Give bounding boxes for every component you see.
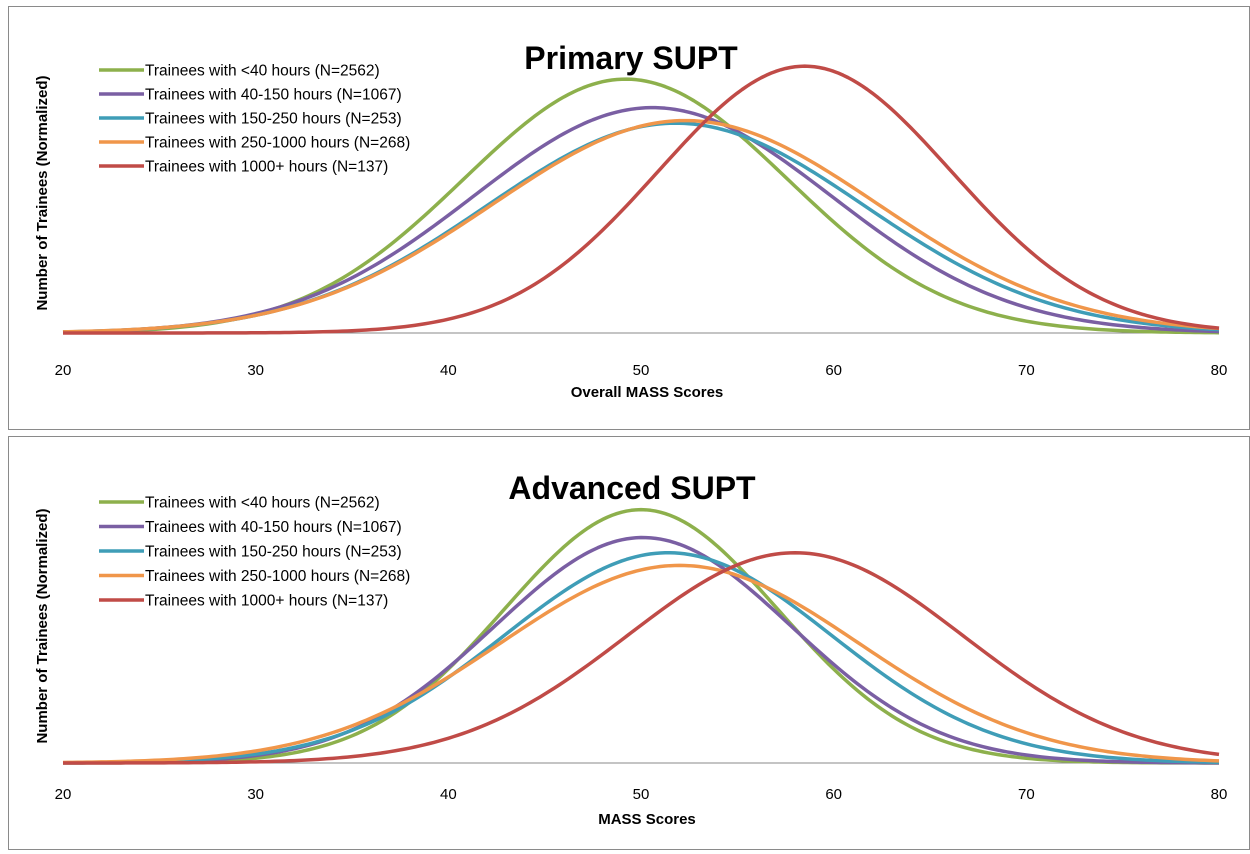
- x-tick-label: 20: [55, 786, 72, 803]
- legend-label-0: Trainees with <40 hours (N=2562): [145, 63, 380, 80]
- legend-label-2: Trainees with 150-250 hours (N=253): [145, 544, 402, 561]
- series-line-2: [62, 121, 1220, 334]
- legend-label-3: Trainees with 250-1000 hours (N=268): [145, 135, 410, 152]
- x-tick-label: 80: [1211, 362, 1228, 379]
- x-tick-label: 40: [440, 362, 457, 379]
- x-tick-label: 40: [440, 786, 457, 803]
- series-line-0: [62, 507, 1220, 765]
- chart-primary-svg: 20 30 40 50 60 70 80 Primary SUPT Trainees with …: [34, 40, 1228, 401]
- x-tick-label: 70: [1018, 786, 1035, 803]
- chart-panel-advanced: 20 30 40 50 60 70 80 Advanced SUPT Trainees with…: [8, 436, 1250, 850]
- y-axis-label: Number of Trainees (Normalized): [34, 508, 51, 743]
- series-line-2: [62, 551, 1220, 765]
- chart-panel-primary: 20 30 40 50 60 70 80 Primary SUPT Trainees with …: [8, 6, 1250, 430]
- x-tick-label: 50: [633, 362, 650, 379]
- series-line-4: [63, 64, 1220, 335]
- x-axis-label: Overall MASS Scores: [571, 384, 724, 401]
- chart-advanced-svg: 20 30 40 50 60 70 80 Advanced SUPT Trainees with…: [34, 470, 1228, 828]
- legend-label-0: Trainees with <40 hours (N=2562): [145, 495, 380, 512]
- legend-label-4: Trainees with 1000+ hours (N=137): [145, 159, 388, 176]
- x-tick-label: 20: [55, 362, 72, 379]
- legend-label-1: Trainees with 40-150 hours (N=1067): [145, 519, 402, 536]
- x-tick-label: 80: [1211, 786, 1228, 803]
- legend-label-4: Trainees with 1000+ hours (N=137): [145, 593, 388, 610]
- legend-label-3: Trainees with 250-1000 hours (N=268): [145, 568, 410, 585]
- chart-title: Advanced SUPT: [508, 470, 756, 506]
- legend-label-2: Trainees with 150-250 hours (N=253): [145, 111, 402, 128]
- x-tick-label: 30: [247, 362, 264, 379]
- x-tick-label: 60: [825, 786, 842, 803]
- x-tick-label: 60: [825, 362, 842, 379]
- series-line-3: [62, 563, 1220, 765]
- chart-title: Primary SUPT: [524, 40, 738, 76]
- x-tick-label: 50: [633, 786, 650, 803]
- x-axis-label: MASS Scores: [598, 811, 696, 828]
- series-line-4: [63, 550, 1220, 765]
- x-tick-label: 30: [247, 786, 264, 803]
- series-line-3: [62, 118, 1220, 334]
- x-tick-label: 70: [1018, 362, 1035, 379]
- y-axis-label: Number of Trainees (Normalized): [34, 75, 51, 310]
- legend-label-1: Trainees with 40-150 hours (N=1067): [145, 87, 402, 104]
